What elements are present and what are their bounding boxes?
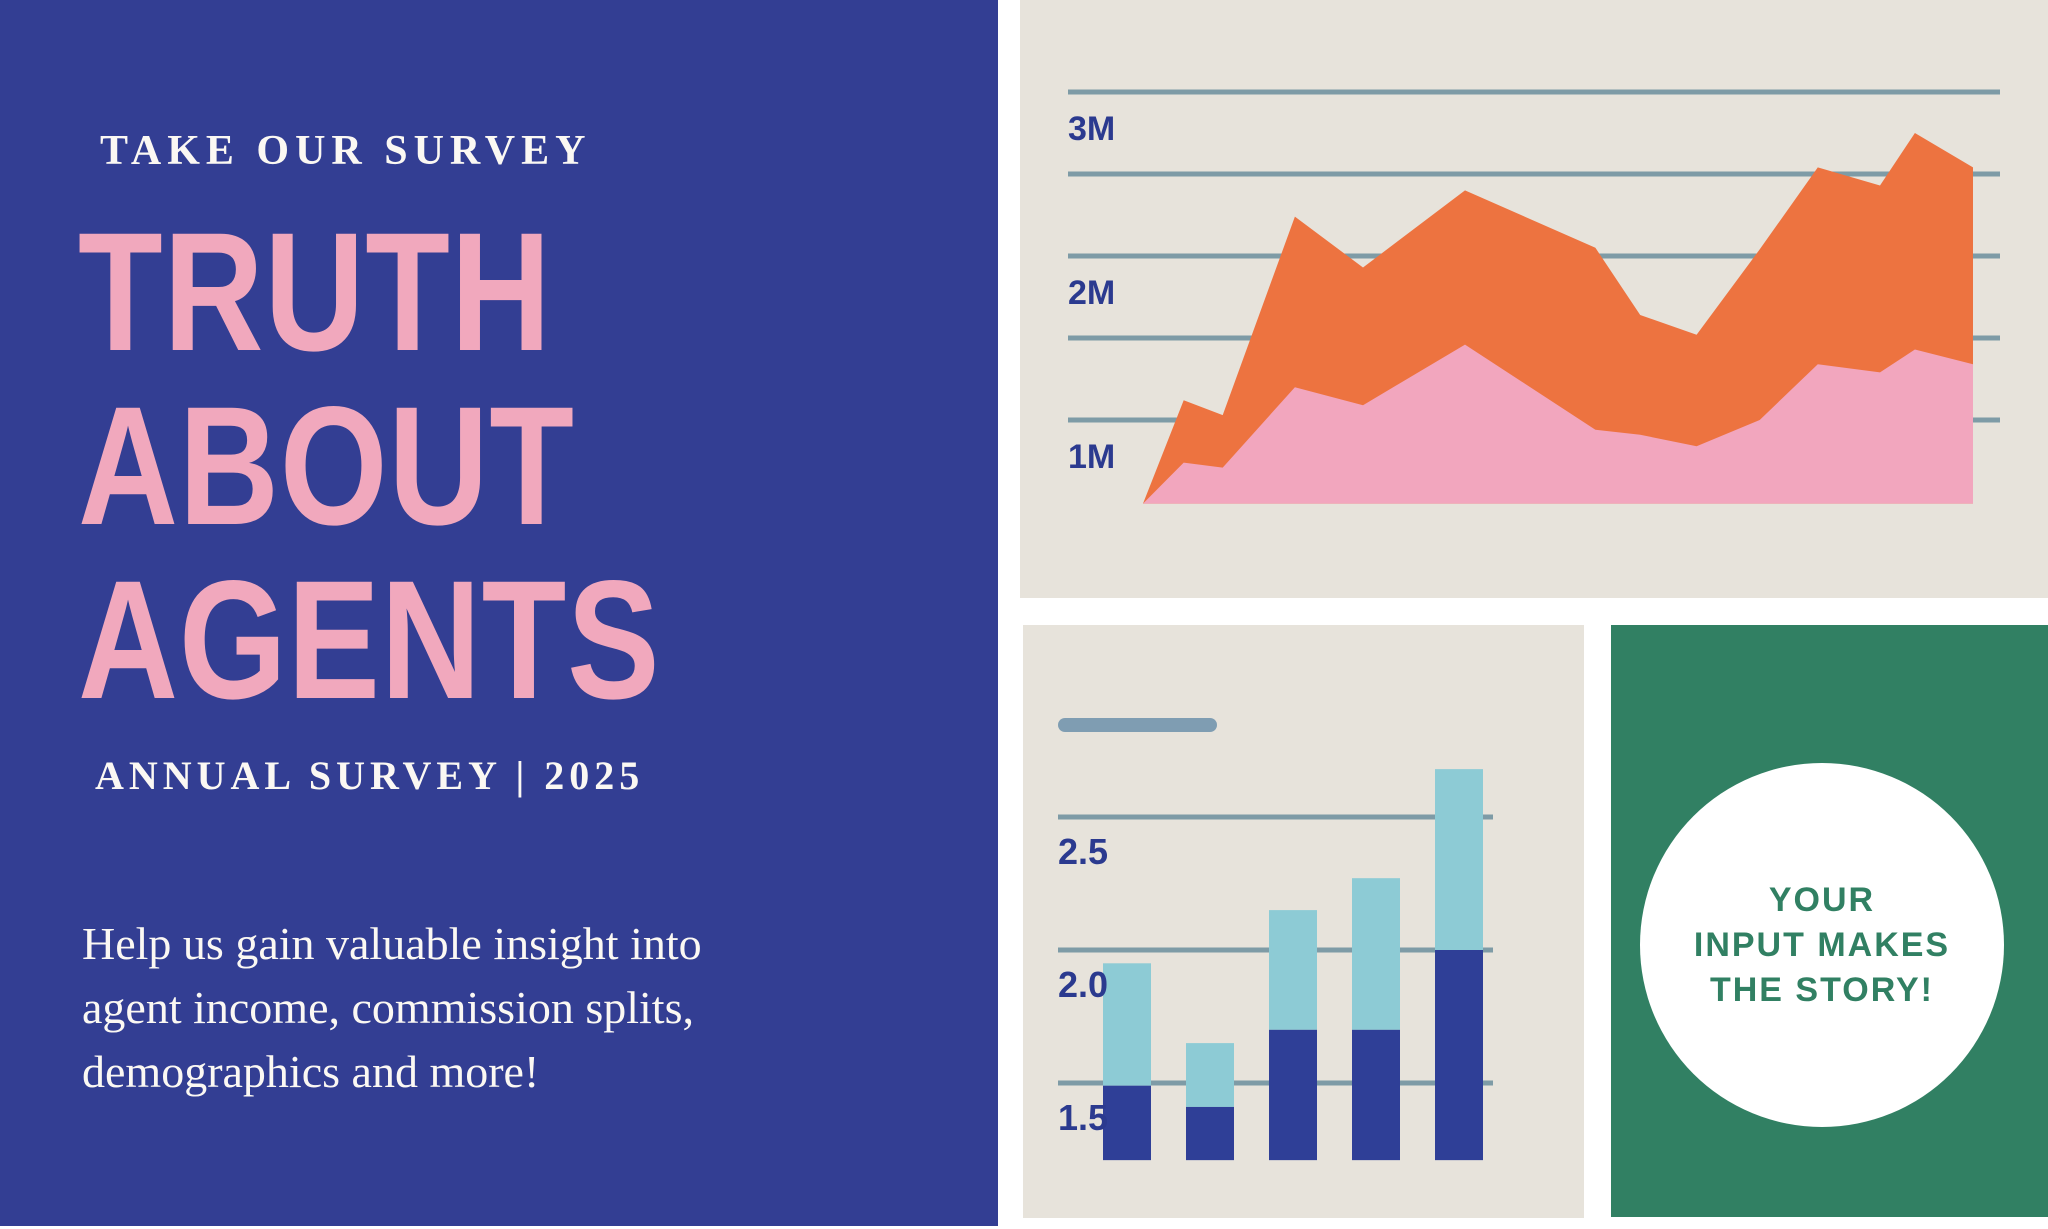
area-ytick-label: 3M — [1068, 110, 1115, 148]
bar-2-light-teal-segment — [1186, 1043, 1234, 1107]
title-line-3: AGENTS — [78, 545, 661, 734]
callout-text: YOUR INPUT MAKES THE STORY! — [1694, 878, 1950, 1013]
area-ytick-label: 2M — [1068, 274, 1115, 312]
body-paragraph: Help us gain valuable insight into agent… — [82, 912, 702, 1104]
bar-chart-panel: 2.5 2.0 1.5 — [1023, 625, 1584, 1218]
survey-promo-panel: TAKE OUR SURVEY TRUTH ABOUT AGENTS ANNUA… — [0, 0, 998, 1226]
callout-line-2: INPUT MAKES — [1693, 925, 1951, 964]
body-line-1: Help us gain valuable insight into — [82, 918, 702, 969]
bar-1-dark-blue-segment — [1103, 1085, 1151, 1161]
bar-5-light-teal-segment — [1435, 769, 1483, 950]
bar-4-light-teal-segment — [1352, 878, 1400, 1030]
callout-line-1: YOUR — [1768, 880, 1876, 919]
bar-5-dark-blue-segment — [1435, 950, 1483, 1161]
bar-1-light-teal-segment — [1103, 963, 1151, 1086]
callout-line-3: THE STORY! — [1709, 970, 1934, 1009]
callout-panel: YOUR INPUT MAKES THE STORY! — [1611, 625, 2048, 1217]
area-chart-svg: 3M 2M 1M — [1068, 89, 2000, 504]
area-chart-panel: 3M 2M 1M — [1020, 0, 2048, 598]
bar-ytick-label: 1.5 — [1058, 1097, 1108, 1138]
body-line-3: demographics and more! — [82, 1046, 540, 1097]
subtitle-text: ANNUAL SURVEY | 2025 — [95, 753, 645, 798]
callout-circle: YOUR INPUT MAKES THE STORY! — [1640, 763, 2004, 1127]
bar-2-dark-blue-segment — [1186, 1106, 1234, 1161]
eyebrow-text: TAKE OUR SURVEY — [100, 128, 592, 174]
bar-4-dark-blue-segment — [1352, 1029, 1400, 1161]
bar-3-light-teal-segment — [1269, 910, 1317, 1030]
title-line-2: ABOUT — [78, 371, 575, 560]
series-pink-area — [1143, 344, 1973, 504]
bar-3-dark-blue-segment — [1269, 1029, 1317, 1161]
area-ytick-label: 1M — [1068, 438, 1115, 476]
poster-title: TRUTH ABOUT AGENTS — [78, 205, 660, 727]
bar-ytick-label: 2.5 — [1058, 831, 1108, 872]
body-line-2: agent income, commission splits, — [82, 982, 694, 1033]
title-line-1: TRUTH — [78, 197, 552, 386]
bar-chart-svg: 2.5 2.0 1.5 — [1058, 718, 1493, 1161]
legend-swatch — [1058, 718, 1217, 732]
bar-ytick-label: 2.0 — [1058, 964, 1108, 1005]
